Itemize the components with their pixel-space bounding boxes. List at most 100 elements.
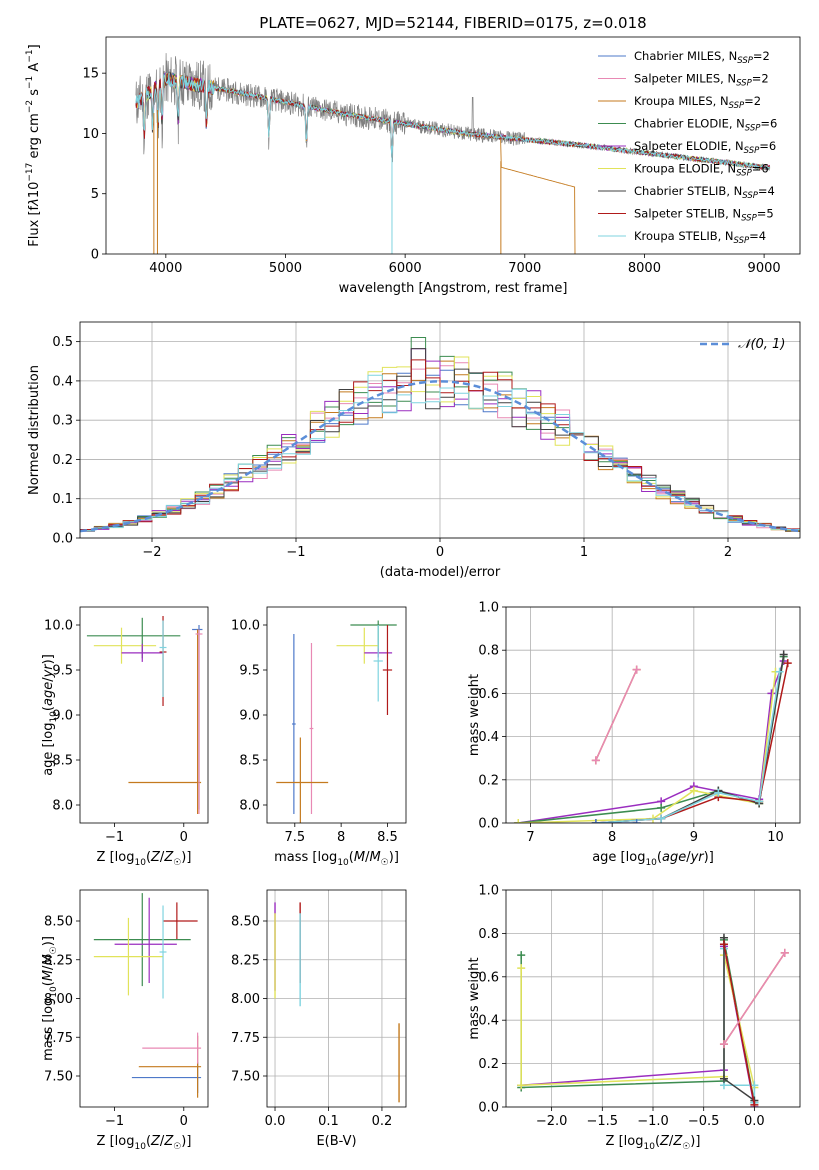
y-tick-label: 8.5: [239, 754, 260, 769]
y-tick-label: 0.5: [52, 335, 73, 350]
weight-marker: [719, 1040, 728, 1049]
x-axis-label: wavelength [Angstrom, rest frame]: [339, 281, 568, 296]
weight-marker: [657, 803, 666, 812]
x-tick-label: 2: [724, 545, 732, 560]
weight-marker: [714, 788, 723, 797]
y-tick-label: 8.0: [52, 799, 73, 814]
weight-marker: [750, 1100, 759, 1107]
legend-label: Chabrier STELIB, NSSP=4: [634, 184, 775, 201]
y-tick-label: 5: [91, 187, 99, 202]
y-tick-label: 0.4: [478, 1014, 499, 1029]
x-tick-label: −1.5: [587, 1114, 619, 1129]
weight-marker: [517, 951, 526, 960]
x-tick-label: 0: [180, 830, 188, 845]
x-tick-label: 1: [580, 545, 588, 560]
x-tick-label: 5000: [269, 261, 302, 276]
legend: Chabrier MILES, NSSP=2 Salpeter MILES, NS…: [598, 49, 777, 246]
weight-marker: [779, 650, 788, 659]
legend-label: 𝒩(0, 1): [738, 337, 785, 352]
weight-marker: [780, 948, 789, 957]
histogram-8: [80, 359, 800, 530]
legend-label: Kroupa STELIB, NSSP=4: [634, 229, 766, 246]
y-tick-label: 1.0: [478, 601, 499, 616]
axes-frame: [105, 36, 801, 255]
y-tick-label: 8.5: [52, 754, 73, 769]
weight-line-6: [723, 944, 756, 1105]
x-axis-label: Z [log10(Z/Z☉)]: [97, 1134, 192, 1152]
chart-panel-1: 4000 5000 6000 7000 8000 9000 0 5 10 15 wavelength…: [25, 14, 801, 296]
weight-marker: [719, 940, 728, 949]
weight-marker: [767, 689, 776, 698]
legend-label: Salpeter MILES, NSSP=2: [634, 72, 769, 89]
x-axis-label: E(B-V): [316, 1134, 356, 1149]
x-tick-label: 8: [608, 830, 616, 845]
y-tick-label: 9.5: [52, 664, 73, 679]
weight-marker: [689, 786, 698, 795]
y-tick-label: 10.0: [231, 619, 260, 634]
y-tick-label: 0.6: [478, 970, 499, 985]
y-tick-label: 8.0: [239, 799, 260, 814]
weight-line-3: [518, 671, 777, 823]
legend-label: Kroupa MILES, NSSP=2: [634, 94, 761, 111]
y-axis-label: Flux [fλ10−17 erg cm−2 s−1 A−1]: [25, 44, 42, 246]
y-tick-label: 0.2: [478, 773, 499, 788]
x-axis-label: (data-model)/error: [380, 565, 501, 580]
y-tick-label: 0.2: [478, 1057, 499, 1072]
x-tick-label: 0.0: [265, 1114, 286, 1129]
weight-line-8: [595, 669, 638, 761]
weight-marker: [514, 819, 523, 823]
chart-panel-4: 7.5 8 8.5 8.0 8.5 9.0 9.5 10.0 mass [log10(M/M☉)…: [231, 606, 407, 868]
chart-panel-3: −1 0 8.0 8.5 9.0 9.5 10.0 Z [log10(Z/Z☉)] age [l…: [41, 606, 209, 868]
weight-marker: [517, 964, 526, 973]
x-tick-label: 0.0: [744, 1114, 765, 1129]
y-tick-label: 7.50: [44, 1070, 73, 1085]
x-tick-label: −2.0: [536, 1114, 568, 1129]
y-tick-label: 0.4: [52, 374, 73, 389]
histogram-7: [80, 348, 800, 532]
x-tick-label: 6000: [389, 261, 422, 276]
weight-line-3: [520, 954, 756, 1088]
chart-panel-5: 7 8 9 10 0.0 0.2 0.4 0.6 0.8 1.0 age [log10(age/yr…: [467, 601, 801, 868]
axes-frame: [505, 606, 801, 824]
y-tick-label: 0.8: [478, 644, 499, 659]
y-tick-label: 7.50: [231, 1070, 260, 1085]
y-tick-label: 0.1: [52, 492, 73, 507]
y-tick-label: 0.0: [478, 817, 499, 832]
axes-frame: [79, 606, 209, 824]
legend-label: Salpeter STELIB, NSSP=5: [634, 207, 774, 224]
weight-marker: [775, 667, 784, 676]
chart-panel-8: −2.0 −1.5 −1.0 −0.5 0.0 0.0 0.2 0.4 0.6 0.8 1.0 Z […: [467, 884, 801, 1152]
axes-frame: [505, 889, 801, 1108]
y-tick-label: 15: [82, 67, 99, 82]
weight-marker: [632, 819, 641, 823]
model-spectrum-9: [135, 72, 771, 171]
weight-marker: [591, 756, 600, 765]
y-tick-label: 0.4: [478, 730, 499, 745]
y-tick-label: 0.3: [52, 414, 73, 429]
weight-marker: [591, 819, 600, 823]
chart-title: PLATE=0627, MJD=52144, FIBERID=0175, z=0…: [259, 14, 646, 32]
y-tick-label: 9.5: [239, 664, 260, 679]
x-tick-label: 8: [337, 830, 345, 845]
x-tick-label: 7.5: [284, 830, 305, 845]
x-axis-label: Z [log10(Z/Z☉)]: [97, 850, 192, 868]
x-tick-label: 0.1: [318, 1114, 339, 1129]
chart-panel-2: −2 −1 0 1 2 0.0 0.1 0.2 0.3 0.4 0.5 (data-model)/er…: [27, 321, 801, 580]
x-tick-label: 7: [526, 830, 534, 845]
x-tick-label: 9: [690, 830, 698, 845]
x-tick-label: 0: [180, 1114, 188, 1129]
legend-label: Kroupa ELODIE, NSSP=6: [634, 162, 769, 179]
x-tick-label: 8000: [628, 261, 661, 276]
weight-marker: [517, 1081, 526, 1090]
x-tick-label: −0.5: [688, 1114, 720, 1129]
x-axis-label: Z [log10(Z/Z☉)]: [606, 1134, 701, 1152]
y-tick-label: 9.0: [239, 709, 260, 724]
x-tick-label: −1: [286, 545, 305, 560]
chart-panel-7: 0.0 0.1 0.2 7.50 7.75 8.00 8.25 8.50 E(B-V): [231, 889, 407, 1149]
x-tick-label: 10: [767, 830, 784, 845]
x-tick-label: −1.0: [637, 1114, 669, 1129]
y-tick-label: 8.25: [231, 953, 260, 968]
y-axis-label: mass weight: [467, 674, 482, 756]
x-tick-label: −1: [105, 1114, 124, 1129]
x-axis-label: mass [log10(M/M☉)]: [274, 850, 399, 868]
